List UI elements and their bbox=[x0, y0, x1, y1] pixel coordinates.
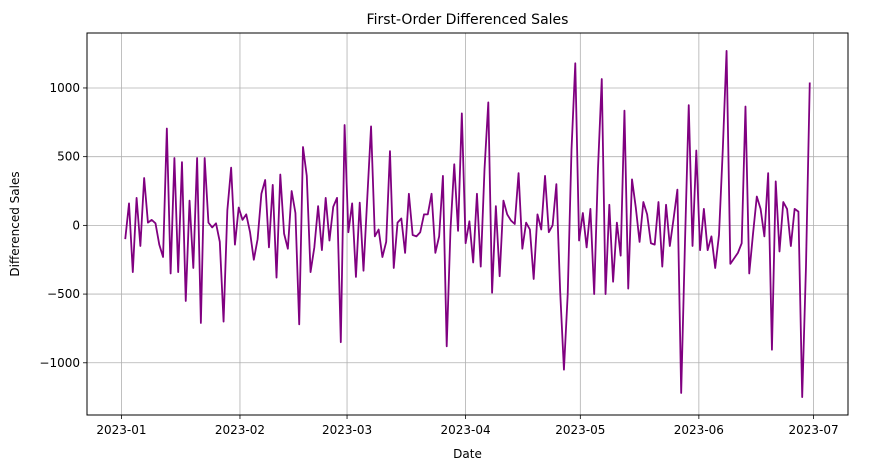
x-tick-label: 2023-03 bbox=[322, 423, 372, 437]
y-tick-label: 1000 bbox=[49, 81, 80, 95]
x-tick-label: 2023-07 bbox=[789, 423, 839, 437]
y-tick-label: 500 bbox=[57, 150, 80, 164]
x-axis-title: Date bbox=[453, 447, 482, 461]
plot-frame bbox=[86, 32, 849, 416]
y-axis-title: Differenced Sales bbox=[8, 171, 22, 276]
chart-title: First-Order Differenced Sales bbox=[367, 12, 569, 28]
axis-ticks: 2023-01 2023-02 2023-03 2023-04 2023-05 2023-… bbox=[39, 81, 838, 437]
x-tick-label: 2023-02 bbox=[215, 423, 265, 437]
x-tick-label: 2023-05 bbox=[555, 423, 605, 437]
series-line bbox=[124, 49, 811, 399]
y-tick-label: −500 bbox=[47, 287, 80, 301]
y-tick-label: 0 bbox=[72, 218, 80, 232]
x-tick-label: 2023-01 bbox=[96, 423, 146, 437]
x-tick-label: 2023-04 bbox=[441, 423, 491, 437]
x-tick-label: 2023-06 bbox=[674, 423, 724, 437]
y-tick-label: −1000 bbox=[39, 356, 80, 370]
grid-lines bbox=[87, 33, 848, 415]
